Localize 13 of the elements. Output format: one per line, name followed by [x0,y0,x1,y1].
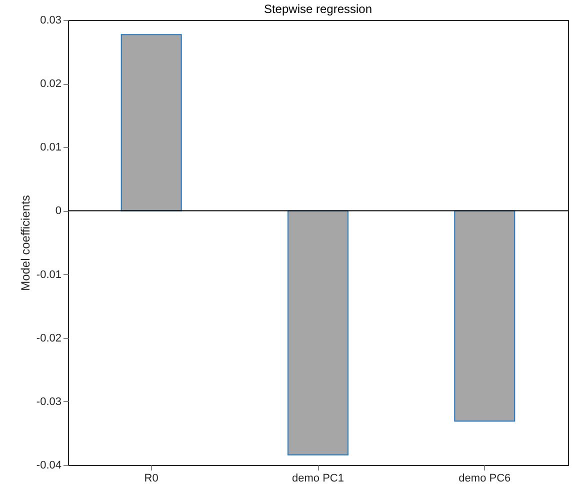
y-tick-label: 0.02 [40,78,62,90]
chart-title: Stepwise regression [264,2,372,16]
y-tick-label: -0.03 [36,396,62,408]
x-tick-label: demo PC1 [292,472,344,484]
y-tick-label: 0.01 [40,142,62,154]
x-tick-label: demo PC6 [458,472,511,484]
y-tick-label: -0.02 [36,332,62,344]
y-tick-label: 0 [55,205,62,218]
y-tick-label: 0.03 [40,14,62,26]
x-tick-label: R0 [144,472,158,484]
y-axis-title: Model coefficients [18,195,32,291]
y-tick-label: -0.04 [36,460,62,472]
y-tick-label: -0.01 [36,268,62,281]
